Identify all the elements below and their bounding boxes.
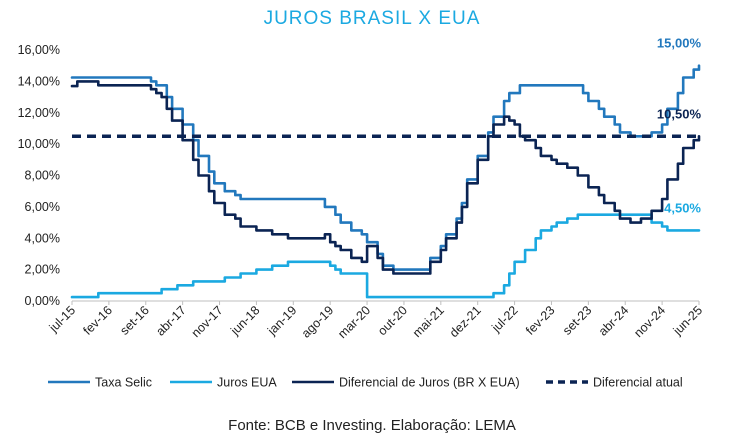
y-tick-label: 10,00% [18,137,60,151]
series-line-diff [70,80,701,275]
y-tick-label: 4,00% [25,231,60,245]
y-tick-label: 8,00% [25,169,60,183]
x-tick-label: mar-20 [335,303,373,341]
legend-label-diff: Diferencial de Juros (BR X EUA) [339,376,520,390]
x-tick-label: fev-16 [81,303,115,337]
end-label-fed: 4,50% [664,200,701,215]
legend-label-current: Diferencial atual [593,376,683,390]
series-layer [70,64,701,299]
x-tick-label: fev-23 [523,303,557,337]
y-axis-ticks: 0,00% 2,00% 4,00% 6,00% 8,00% 10,00% 12,00% 14,… [18,43,60,308]
x-tick-label: ago-19 [299,303,336,340]
x-tick-label: jun-25 [670,303,705,338]
x-tick-label: dez-21 [447,303,484,340]
y-tick-label: 2,00% [25,263,60,277]
end-label-current: 10,50% [657,106,702,121]
x-tick-label: mai-21 [410,303,447,340]
y-tick-label: 6,00% [25,200,60,214]
x-tick-label: nov-24 [631,303,668,340]
legend-label-fed: Juros EUA [217,376,277,390]
x-tick-label: jul-15 [46,303,78,335]
y-tick-label: 16,00% [18,43,60,57]
x-tick-label: set-23 [560,303,594,337]
legend: Taxa Selic Juros EUA Diferencial de Juros … [48,376,683,390]
x-tick-label: jul-22 [488,303,520,335]
source-note: Fonte: BCB e Investing. Elaboração: LEMA [228,417,516,434]
chart-title: JUROS BRASIL X EUA [264,8,481,29]
x-tick-label: abr-24 [596,303,631,338]
x-tick-label: out-20 [375,303,410,338]
y-tick-label: 0,00% [25,294,60,308]
y-tick-label: 14,00% [18,74,60,88]
x-tick-label: set-16 [117,303,151,337]
end-label-selic: 15,00% [657,36,702,51]
x-tick-label: jun-18 [227,303,262,338]
series-line-fed [70,213,701,299]
end-labels: 15,00% 10,50% 4,50% [657,36,702,216]
legend-label-selic: Taxa Selic [95,376,152,390]
x-tick-label: jan-19 [264,303,299,338]
x-tick-label: nov-17 [189,303,226,340]
y-tick-label: 12,00% [18,106,60,120]
x-axis-ticks: jul-15 fev-16 set-16 abr-17 nov-17 jun-18 jan-… [46,301,705,341]
x-tick-label: abr-17 [153,303,188,338]
